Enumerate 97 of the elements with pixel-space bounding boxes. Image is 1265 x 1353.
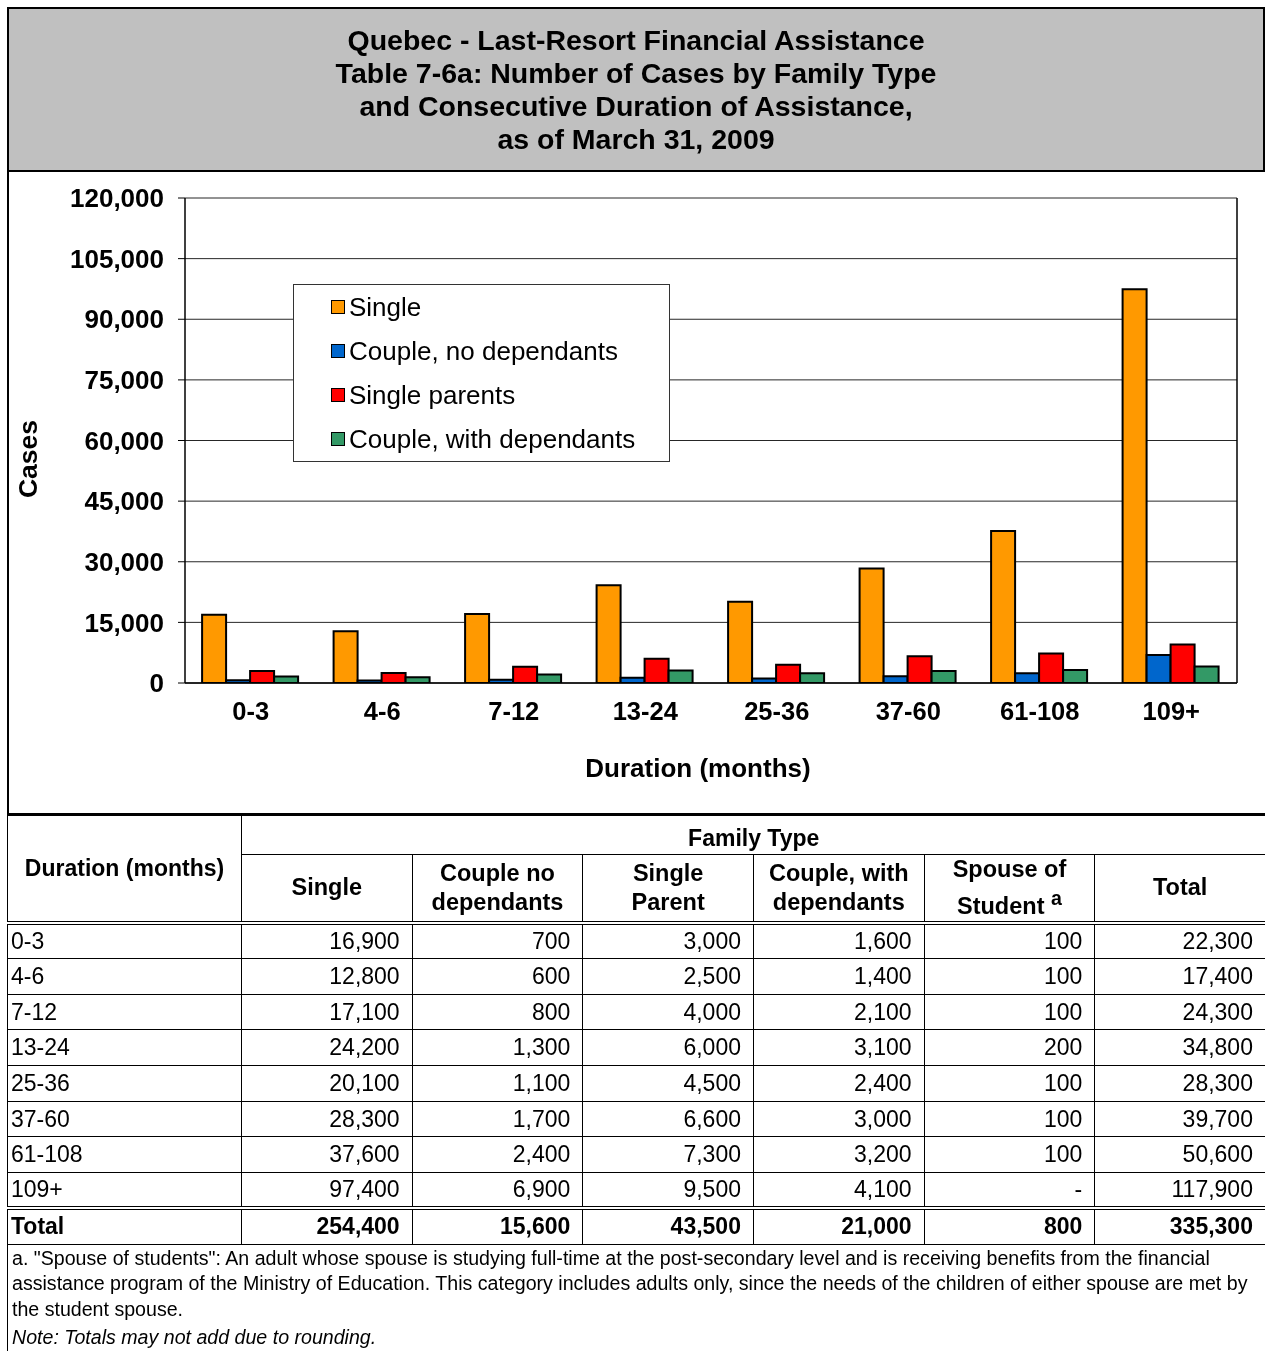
x-tick-label: 0-3	[232, 697, 270, 726]
data-label: 1,700	[412, 1101, 583, 1137]
data-label: 100	[924, 1065, 1095, 1102]
data-label: 100	[924, 922, 1095, 959]
data-label: 1,400	[753, 958, 925, 995]
x-axis-title: Duration (months)	[585, 753, 811, 784]
y-tick-label: 75,000	[84, 365, 164, 396]
data-label: 3,200	[753, 1136, 925, 1173]
text: Spouse of Student $^{a}$	[952, 856, 1067, 919]
data-label: 12,800	[241, 958, 413, 995]
data-label: 39,700	[1094, 1101, 1265, 1137]
data-label: 800	[924, 1208, 1095, 1245]
data-label: 6,000	[582, 1029, 754, 1066]
data-label: 1,100	[412, 1065, 583, 1102]
category-label: 37-60	[7, 1101, 242, 1137]
y-tick-label: 105,000	[70, 243, 164, 274]
data-label: 16,900	[241, 922, 413, 959]
y-tick-label: 30,000	[84, 546, 164, 577]
data-label: 700	[412, 922, 583, 959]
data-label: 37,600	[241, 1136, 413, 1173]
text: Couple no dependants	[431, 859, 564, 915]
category-label: 109+	[7, 1172, 242, 1209]
category-label: 7-12	[7, 994, 242, 1030]
data-label: 200	[924, 1029, 1095, 1066]
y-tick-label: 120,000	[70, 183, 164, 214]
data-label: 1,600	[753, 922, 925, 959]
x-tick-label: 109+	[1142, 697, 1200, 726]
data-label: 34,800	[1094, 1029, 1265, 1066]
category-label: 0-3	[7, 922, 242, 959]
data-label: 22,300	[1094, 922, 1265, 959]
legend-label: Single parents	[349, 379, 516, 411]
data-label: 100	[924, 1101, 1095, 1137]
text: Single Parent	[631, 859, 705, 915]
data-label: 20,100	[241, 1065, 413, 1102]
data-label: 43,500	[582, 1208, 754, 1245]
data-label: 2,400	[412, 1136, 583, 1173]
x-tick-label: 13-24	[612, 697, 679, 726]
text: Duration (months)	[7, 814, 242, 923]
y-tick-label: 0	[149, 668, 164, 699]
data-label: -	[924, 1172, 1095, 1209]
category-label: Total	[7, 1208, 242, 1245]
data-label: 24,200	[241, 1029, 413, 1066]
data-label: 9,500	[582, 1172, 754, 1209]
text: Single	[291, 874, 363, 901]
legend-label: Single	[349, 291, 422, 323]
data-label: 2,500	[582, 958, 754, 995]
data-label: 2,400	[753, 1065, 925, 1102]
category-label: 13-24	[7, 1029, 242, 1066]
y-tick-label: 90,000	[84, 304, 164, 335]
data-label: 100	[924, 958, 1095, 995]
data-label: 7,300	[582, 1136, 754, 1173]
text: Note: Totals may not add due to rounding.	[12, 1325, 378, 1350]
data-label: 6,600	[582, 1101, 754, 1137]
data-label: 3,000	[582, 922, 754, 959]
x-tick-label: 4-6	[363, 697, 401, 726]
data-label: 335,300	[1094, 1208, 1265, 1245]
chart-title: Quebec - Last-Resort Financial Assistance Table 7-6a: Number of Cases by Family Type and Consecutive Duration of Assistance, as of March 31, 2009	[335, 23, 937, 156]
x-tick-label: 25-36	[744, 697, 810, 726]
category-label: 25-36	[7, 1065, 242, 1102]
data-label: 800	[412, 994, 583, 1030]
y-tick-label: 15,000	[84, 607, 164, 638]
category-label: 61-108	[7, 1136, 242, 1173]
category-label: 4-6	[7, 958, 242, 995]
legend-title: Family Type	[241, 814, 1265, 855]
data-label: 600	[412, 958, 583, 995]
legend-label: Couple, with dependants	[349, 423, 636, 455]
y-tick-label: 45,000	[84, 486, 164, 517]
data-label: 28,300	[1094, 1065, 1265, 1102]
data-label: 254,400	[241, 1208, 413, 1245]
data-label: 21,000	[753, 1208, 925, 1245]
data-label: 4,000	[582, 994, 754, 1030]
data-label: 17,400	[1094, 958, 1265, 995]
data-label: 4,500	[582, 1065, 754, 1102]
data-label: 28,300	[241, 1101, 413, 1137]
data-label: 100	[924, 994, 1095, 1030]
legend-label: Couple, no dependants	[349, 335, 618, 367]
y-axis-title: Cases	[12, 419, 44, 498]
text: Total	[1152, 874, 1208, 901]
x-tick-label: 37-60	[875, 697, 941, 726]
data-label: 1,300	[412, 1029, 583, 1066]
text: a. "Spouse of students": An adult whose spouse is studying full-time at the post-secondary level and is receiving benefits from the financial assistance program of the Ministry of Education. This category includes adults only, since the needs of the children of either spouse are met by the student spouse.	[12, 1245, 1249, 1322]
data-label: 50,600	[1094, 1136, 1265, 1173]
data-label: 24,300	[1094, 994, 1265, 1030]
data-label: 100	[924, 1136, 1095, 1173]
x-tick-label: 61-108	[1000, 697, 1080, 726]
data-label: 17,100	[241, 994, 413, 1030]
data-label: 97,400	[241, 1172, 413, 1209]
data-label: 117,900	[1094, 1172, 1265, 1209]
y-tick-label: 60,000	[84, 425, 164, 456]
data-label: 2,100	[753, 994, 925, 1030]
data-label: 6,900	[412, 1172, 583, 1209]
data-label: 3,100	[753, 1029, 925, 1066]
x-tick-label: 7-12	[488, 697, 540, 726]
text: Couple, with dependants	[768, 859, 909, 915]
data-label: 3,000	[753, 1101, 925, 1137]
data-label: 4,100	[753, 1172, 925, 1209]
data-label: 15,600	[412, 1208, 583, 1245]
